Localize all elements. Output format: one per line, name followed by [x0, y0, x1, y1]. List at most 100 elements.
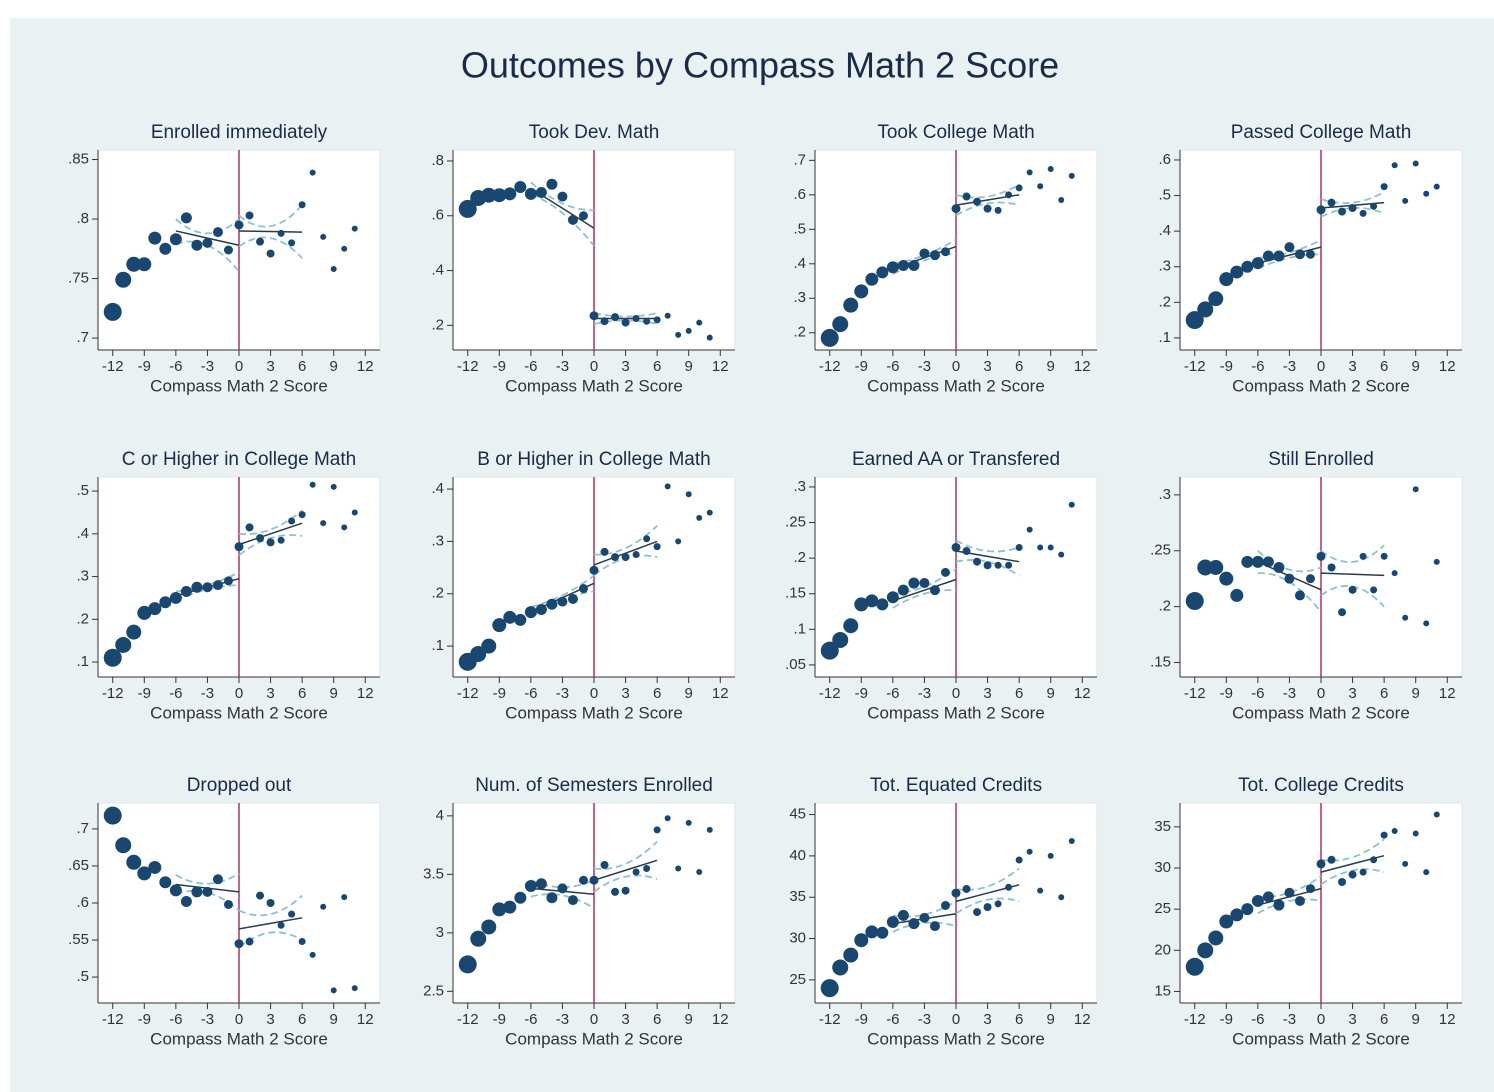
- dot: [1380, 831, 1388, 839]
- dot: [1026, 526, 1033, 533]
- x-tick-label: 0: [952, 685, 960, 702]
- x-tick-label: -9: [493, 358, 506, 375]
- dot: [951, 204, 961, 214]
- dot: [567, 593, 578, 604]
- panel-title: C or Higher in College Math: [122, 449, 356, 470]
- y-tick-label: .3: [793, 289, 806, 306]
- y-tick-label: .3: [1158, 486, 1171, 503]
- dot: [320, 233, 327, 240]
- ci-line: [530, 181, 595, 212]
- dot: [843, 297, 859, 313]
- x-tick-label: 9: [330, 358, 338, 375]
- dot: [1208, 291, 1224, 307]
- dot: [1284, 242, 1295, 253]
- dot: [632, 550, 640, 558]
- dot: [886, 916, 899, 929]
- y-tick-label: .5: [1158, 187, 1171, 204]
- dot: [169, 591, 182, 604]
- x-tick-label: 0: [235, 1011, 243, 1028]
- dot: [886, 591, 899, 604]
- ci-line: [955, 897, 1020, 915]
- y-tick-label: 20: [1154, 941, 1171, 958]
- ci-line: [1320, 868, 1385, 886]
- dot: [1197, 559, 1214, 576]
- x-tick-label: -3: [556, 358, 569, 375]
- y-tick-label: .15: [785, 585, 806, 602]
- ci-line: [955, 539, 1020, 553]
- dot: [288, 517, 296, 525]
- ci-line: [593, 525, 658, 556]
- x-tick-label: -9: [1220, 685, 1233, 702]
- dot: [1241, 903, 1254, 916]
- dot: [180, 586, 192, 598]
- dot: [1359, 868, 1367, 876]
- dot: [962, 547, 971, 556]
- x-tick-label: -12: [819, 1011, 841, 1028]
- x-tick-label: -3: [1283, 1011, 1296, 1028]
- dot: [897, 260, 909, 272]
- y-tick-label: .2: [1158, 293, 1171, 310]
- dot: [503, 900, 517, 914]
- dot: [514, 180, 527, 193]
- dot: [481, 638, 497, 654]
- dot: [546, 598, 558, 610]
- x-axis-label: Compass Math 2 Score: [505, 703, 683, 722]
- dot: [492, 618, 507, 633]
- y-tick-label: .15: [1150, 653, 1171, 670]
- dot: [865, 925, 879, 939]
- dot: [256, 891, 265, 900]
- x-tick-label: -12: [819, 685, 841, 702]
- dot: [1026, 848, 1033, 855]
- x-tick-label: 6: [298, 1011, 306, 1028]
- dot: [1262, 250, 1274, 262]
- dot: [664, 483, 671, 490]
- x-tick-label: 6: [1380, 358, 1388, 375]
- dot: [578, 211, 588, 221]
- x-tick-label: 9: [1047, 1011, 1055, 1028]
- y-tick-label: 25: [1154, 900, 1171, 917]
- y-tick-label: .6: [1158, 151, 1171, 168]
- ci-line: [593, 319, 658, 325]
- x-tick-label: -12: [457, 685, 479, 702]
- dot: [1015, 856, 1023, 864]
- x-tick-label: -3: [201, 1011, 214, 1028]
- ci-line: [238, 894, 303, 917]
- x-tick-label: -6: [169, 1011, 182, 1028]
- x-tick-label: 12: [1074, 1011, 1091, 1028]
- dot: [653, 543, 661, 551]
- x-tick-label: 3: [621, 1011, 629, 1028]
- dot: [886, 261, 899, 274]
- x-tick-label: -12: [102, 1011, 124, 1028]
- x-tick-label: -9: [138, 685, 151, 702]
- dot: [1005, 561, 1013, 569]
- dot: [1015, 543, 1023, 551]
- fit-line: [1320, 572, 1385, 577]
- y-tick-label: .85: [68, 150, 89, 167]
- dot: [919, 912, 930, 923]
- dot: [994, 900, 1002, 908]
- dot: [919, 248, 930, 259]
- x-tick-label: -3: [201, 685, 214, 702]
- panel-title: Dropped out: [187, 775, 292, 796]
- dot: [212, 580, 223, 591]
- ci-line: [530, 574, 595, 608]
- y-tick-label: .3: [793, 478, 806, 495]
- x-tick-label: -9: [138, 358, 151, 375]
- dot: [706, 826, 713, 833]
- dot: [148, 231, 162, 245]
- dot: [341, 894, 348, 901]
- dot: [696, 869, 703, 876]
- x-tick-label: -9: [138, 1011, 151, 1028]
- ci-line: [1257, 550, 1322, 573]
- dot: [643, 317, 651, 325]
- x-tick-label: -6: [524, 685, 537, 702]
- ci-line: [955, 201, 1020, 217]
- dot: [685, 491, 692, 498]
- dot: [962, 884, 971, 893]
- ci-line: [238, 534, 303, 556]
- x-tick-label: -12: [1184, 358, 1206, 375]
- dot: [600, 860, 609, 869]
- dot: [832, 631, 849, 648]
- dot: [309, 951, 316, 958]
- x-axis-label: Compass Math 2 Score: [867, 703, 1045, 722]
